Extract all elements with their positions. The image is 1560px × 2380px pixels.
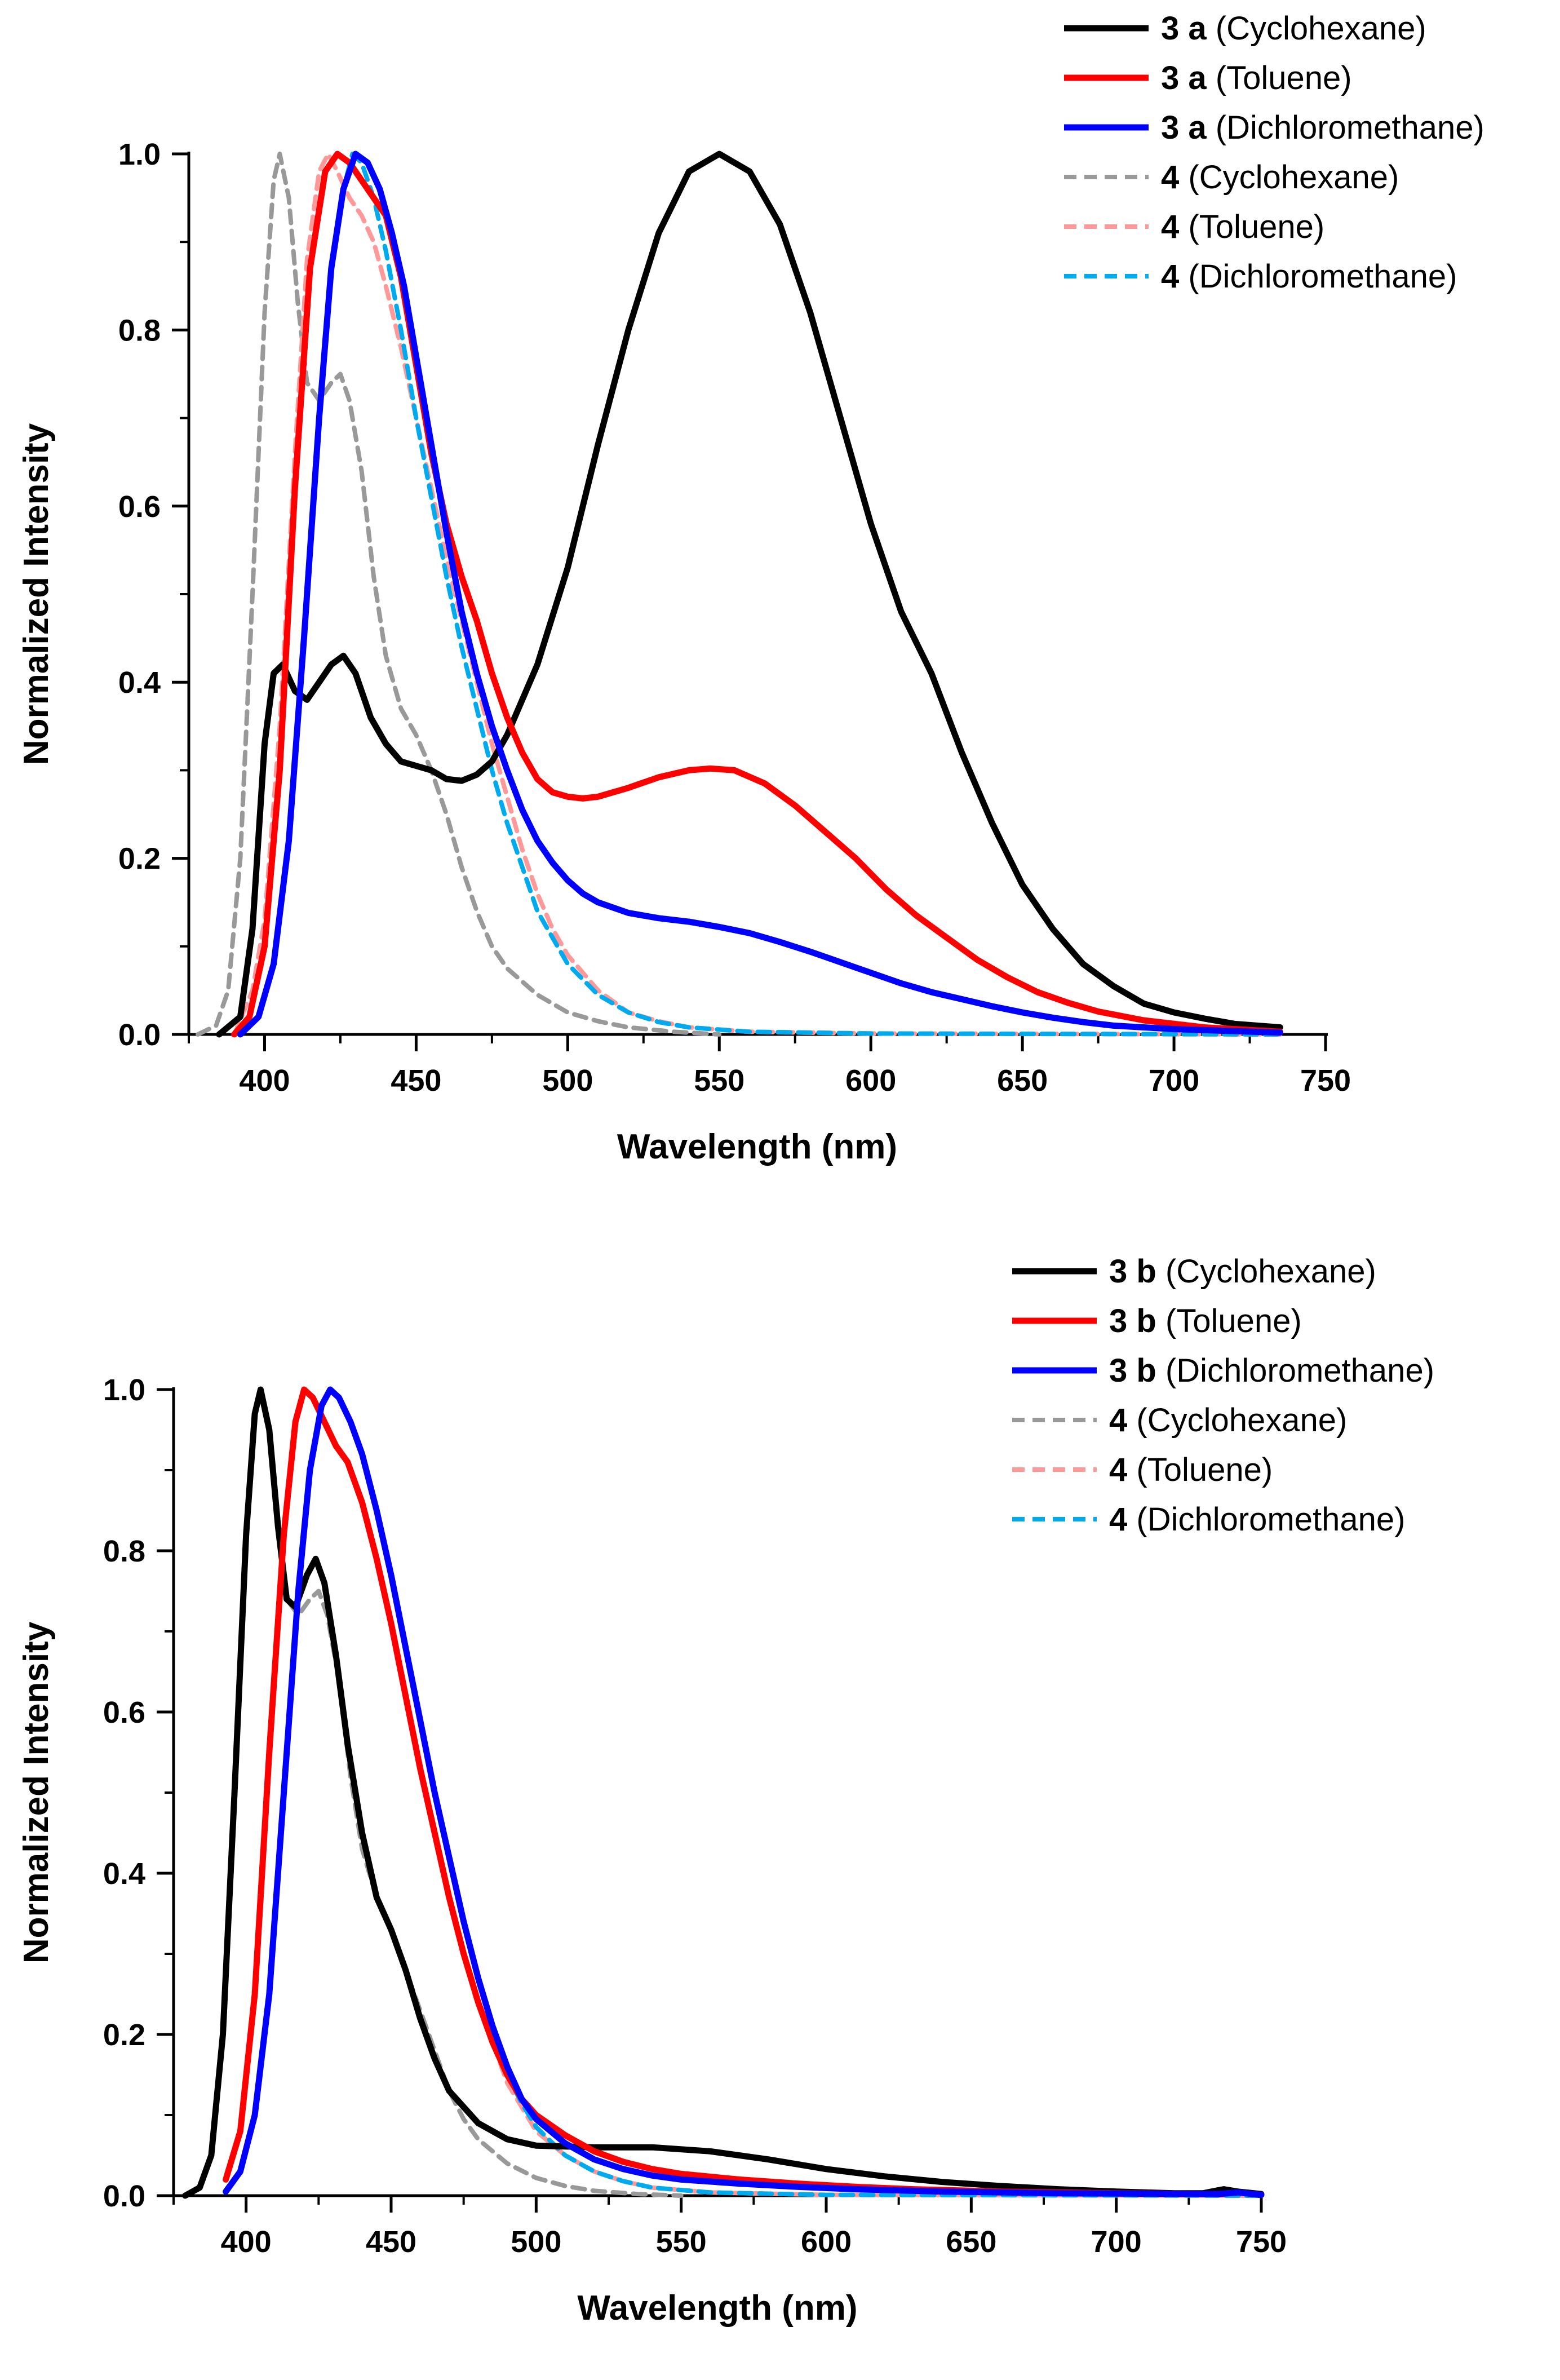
series-line-3 [196,152,722,1037]
x-tick-label: 700 [1091,2225,1142,2259]
legend-label-0: 3 a (Cyclohexane) [1161,10,1426,47]
y-tick-label: 0.0 [103,2179,145,2213]
legend-label-2: 3 b (Dichloromethane) [1109,1352,1434,1389]
legend-label-5: 4 (Dichloromethane) [1109,1501,1405,1538]
legend-label-0: 3 b (Cyclohexane) [1109,1253,1376,1290]
bottom-chart-panel: 400 450 500 550 600 650 700 750 0.0 0.2 0.4 0.6 0.8 1… [17,1253,1434,2328]
legend-label-2: 3 a (Dichloromethane) [1161,109,1484,146]
legend-label-compound: 4 [1161,258,1179,295]
y-tick-label: 0.6 [103,1696,145,1729]
y-axis-title: Normalized Intensity [17,1621,56,1963]
top-chart-panel: 400 450 500 550 600 650 700 750 0.0 0.2 0.4 0.6 0.8 1… [17,10,1484,1166]
x-tick-label: 500 [542,1064,593,1098]
legend: 3 b (Cyclohexane)3 b (Toluene)3 b (Dichl… [1012,1253,1434,1538]
legend-label-4: 4 (Toluene) [1109,1452,1273,1488]
legend-label-compound: 3 b [1109,1253,1156,1290]
legend-label-solvent: (Dichloromethane) [1207,109,1484,146]
legend-label-solvent: (Cyclohexane) [1156,1253,1376,1290]
y-tick-label: 0.4 [118,666,161,700]
legend-label-compound: 3 b [1109,1303,1156,1339]
x-axis-title: Wavelength (nm) [577,2289,857,2328]
x-tick-label: 600 [801,2225,852,2259]
legend-label-solvent: (Dichloromethane) [1156,1352,1434,1389]
legend-label-compound: 4 [1161,209,1179,245]
legend-label-5: 4 (Dichloromethane) [1161,258,1457,295]
x-tick-label: 400 [221,2225,272,2259]
series-line-1 [223,1386,1265,2198]
legend-label-solvent: (Cyclohexane) [1207,10,1426,47]
series-line-0 [216,151,1283,1038]
legend-label-solvent: (Cyclohexane) [1127,1402,1347,1439]
legend-label-compound: 4 [1109,1501,1127,1538]
legend-label-compound: 3 a [1161,109,1207,146]
x-tick-label: 500 [511,2225,561,2259]
legend-label-solvent: (Dichloromethane) [1127,1501,1405,1538]
legend-label-compound: 3 a [1161,10,1207,47]
series-line-2 [237,151,1283,1038]
legend-label-solvent: (Toluene) [1207,60,1352,96]
legend-label-4: 4 (Toluene) [1161,209,1324,245]
series-line-4 [223,1387,1264,2198]
legend-label-solvent: (Cyclohexane) [1179,159,1399,196]
x-tick-label: 550 [656,2225,707,2259]
y-axis-title: Normalized Intensity [17,423,56,765]
x-tick-label: 650 [946,2225,996,2259]
x-tick-label: 400 [239,1064,290,1098]
y-tick-label: 1.0 [103,1373,145,1407]
y-tick-label: 0.4 [103,1857,145,1891]
legend-label-1: 3 a (Toluene) [1161,60,1352,96]
legend-label-solvent: (Toluene) [1127,1452,1273,1488]
legend-label-3: 4 (Cyclohexane) [1109,1402,1347,1439]
legend-label-compound: 3 b [1109,1352,1156,1389]
x-tick-label: 750 [1236,2225,1287,2259]
series-line-5 [238,152,1283,1037]
legend-label-compound: 4 [1109,1402,1127,1439]
legend-label-solvent: (Dichloromethane) [1179,258,1457,295]
y-tick-label: 0.6 [118,490,161,524]
x-tick-label: 700 [1149,1064,1199,1098]
series-line-2 [223,1386,1265,2198]
y-tick-label: 1.0 [118,138,161,171]
legend-label-1: 3 b (Toluene) [1109,1303,1302,1339]
legend-label-solvent: (Toluene) [1179,209,1324,245]
legend: 3 a (Cyclohexane)3 a (Toluene)3 a (Dichl… [1064,10,1484,295]
x-tick-label: 450 [366,2225,416,2259]
legend-label-compound: 3 a [1161,60,1207,96]
x-tick-label: 550 [694,1064,744,1098]
series-line-1 [231,151,1283,1038]
x-tick-label: 650 [997,1064,1048,1098]
x-tick-label: 600 [845,1064,896,1098]
legend-label-3: 4 (Cyclohexane) [1161,159,1399,196]
y-tick-label: 0.8 [103,1534,145,1568]
series-line-0 [182,1386,1265,2199]
legend-label-solvent: (Toluene) [1156,1303,1302,1339]
y-tick-label: 0.2 [103,2018,145,2052]
y-tick-label: 0.2 [118,842,161,876]
x-tick-label: 750 [1300,1064,1351,1098]
legend-label-compound: 4 [1161,159,1179,196]
y-tick-label: 0.0 [118,1018,161,1052]
x-axis-title: Wavelength (nm) [617,1127,897,1166]
legend-label-compound: 4 [1109,1452,1127,1488]
series-line-5 [223,1387,1264,2198]
y-tick-label: 0.8 [118,313,161,347]
x-tick-label: 450 [391,1064,441,1098]
